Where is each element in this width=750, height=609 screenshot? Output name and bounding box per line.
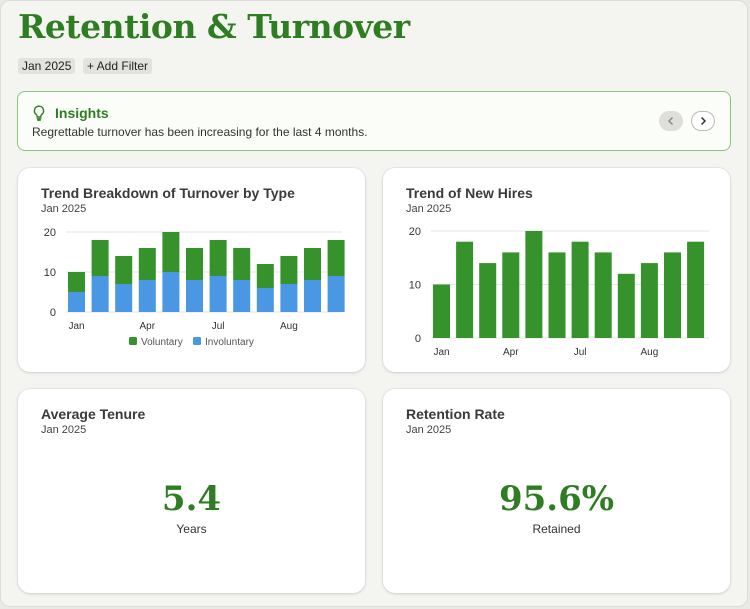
average-tenure-card: Average Tenure Jan 2025 5.4 Years (18, 389, 365, 593)
y-tick-label: 10 (409, 280, 421, 292)
chevron-right-icon (700, 116, 707, 126)
page-title: Retention & Turnover (18, 7, 410, 46)
x-tick-label: Aug (280, 321, 298, 332)
voluntary-bar (162, 232, 180, 272)
insights-banner: Insights Regrettable turnover has been i… (17, 91, 731, 151)
chevron-left-icon (667, 116, 674, 126)
new-hires-card-subtitle: Jan 2025 (406, 203, 452, 215)
y-tick-label: 0 (50, 307, 56, 319)
involuntary-bar (280, 284, 298, 312)
retention-rate-subtitle: Jan 2025 (406, 424, 452, 436)
x-tick-label: Jul (574, 347, 587, 358)
involuntary-bar (91, 276, 109, 312)
turnover-card-title: Trend Breakdown of Turnover by Type (41, 185, 295, 201)
legend-label-voluntary: Voluntary (141, 337, 183, 348)
y-tick-label: 0 (415, 333, 421, 345)
insights-text: Regrettable turnover has been increasing… (32, 125, 368, 139)
x-tick-label: Apr (503, 347, 519, 358)
y-tick-label: 10 (44, 267, 56, 279)
involuntary-bar (209, 276, 227, 312)
insights-title: Insights (55, 105, 109, 121)
involuntary-bar (304, 280, 321, 312)
new-hires-bar (571, 241, 589, 338)
voluntary-bar (68, 272, 85, 292)
voluntary-bar (233, 248, 251, 280)
new-hires-card: Trend of New Hires Jan 2025 0 10 20 Jan Apr J… (383, 168, 730, 372)
voluntary-bar (115, 256, 133, 284)
voluntary-bar (327, 240, 345, 276)
voluntary-bar (91, 240, 109, 276)
involuntary-bar (186, 280, 203, 312)
new-hires-bar (456, 241, 474, 338)
date-filter-chip[interactable]: Jan 2025 (18, 58, 76, 74)
x-tick-label: Jul (212, 321, 225, 332)
average-tenure-subtitle: Jan 2025 (41, 424, 87, 436)
retention-rate-card: Retention Rate Jan 2025 95.6% Retained (383, 389, 730, 593)
retention-rate-title: Retention Rate (406, 406, 505, 422)
new-hires-bar (664, 252, 681, 338)
turnover-chart: 0 10 20 Jan Apr Jul Aug Voluntary Involuntary (44, 227, 345, 348)
voluntary-bar (280, 256, 298, 284)
new-hires-bar (640, 263, 658, 338)
previous-insight-button[interactable] (659, 111, 683, 131)
y-tick-label: 20 (44, 227, 56, 239)
new-hires-bar (594, 252, 612, 338)
involuntary-bar (256, 288, 274, 312)
involuntary-bar (327, 276, 345, 312)
retention-rate-value: 95.6% (498, 479, 615, 519)
turnover-card: Trend Breakdown of Turnover by Type Jan … (18, 168, 365, 372)
x-tick-label: Jan (68, 321, 84, 332)
y-tick-label: 20 (409, 226, 421, 238)
new-hires-bar (433, 284, 450, 338)
average-tenure-caption: Years (176, 522, 207, 536)
lightbulb-icon (32, 105, 46, 126)
voluntary-bar (256, 264, 274, 288)
voluntary-bar (186, 248, 203, 280)
voluntary-bar (304, 248, 321, 280)
new-hires-bar (687, 241, 705, 338)
involuntary-bar (115, 284, 133, 312)
average-tenure-title: Average Tenure (41, 406, 146, 422)
new-hires-bar (502, 252, 520, 338)
voluntary-bar (209, 240, 227, 276)
new-hires-bar (525, 231, 543, 338)
involuntary-bar (233, 280, 251, 312)
x-tick-label: Jan (433, 347, 449, 358)
legend-swatch-voluntary (129, 337, 137, 345)
voluntary-bar (138, 248, 156, 280)
new-hires-bar (617, 273, 635, 338)
involuntary-bar (162, 272, 180, 312)
add-filter-button[interactable]: + Add Filter (83, 58, 153, 74)
turnover-card-subtitle: Jan 2025 (41, 203, 87, 215)
new-hires-card-title: Trend of New Hires (406, 185, 533, 201)
x-tick-label: Apr (140, 321, 156, 332)
new-hires-bar (479, 263, 497, 338)
average-tenure-value: 5.4 (161, 479, 222, 519)
involuntary-bar (138, 280, 156, 312)
legend-label-involuntary: Involuntary (205, 337, 254, 348)
x-tick-label: Aug (641, 347, 659, 358)
new-hires-bar (548, 252, 566, 338)
legend-swatch-involuntary (193, 337, 201, 345)
retention-rate-caption: Retained (532, 522, 581, 536)
involuntary-bar (68, 292, 85, 312)
next-insight-button[interactable] (691, 111, 715, 131)
new-hires-chart: 0 10 20 Jan Apr Jul Aug (409, 226, 709, 358)
